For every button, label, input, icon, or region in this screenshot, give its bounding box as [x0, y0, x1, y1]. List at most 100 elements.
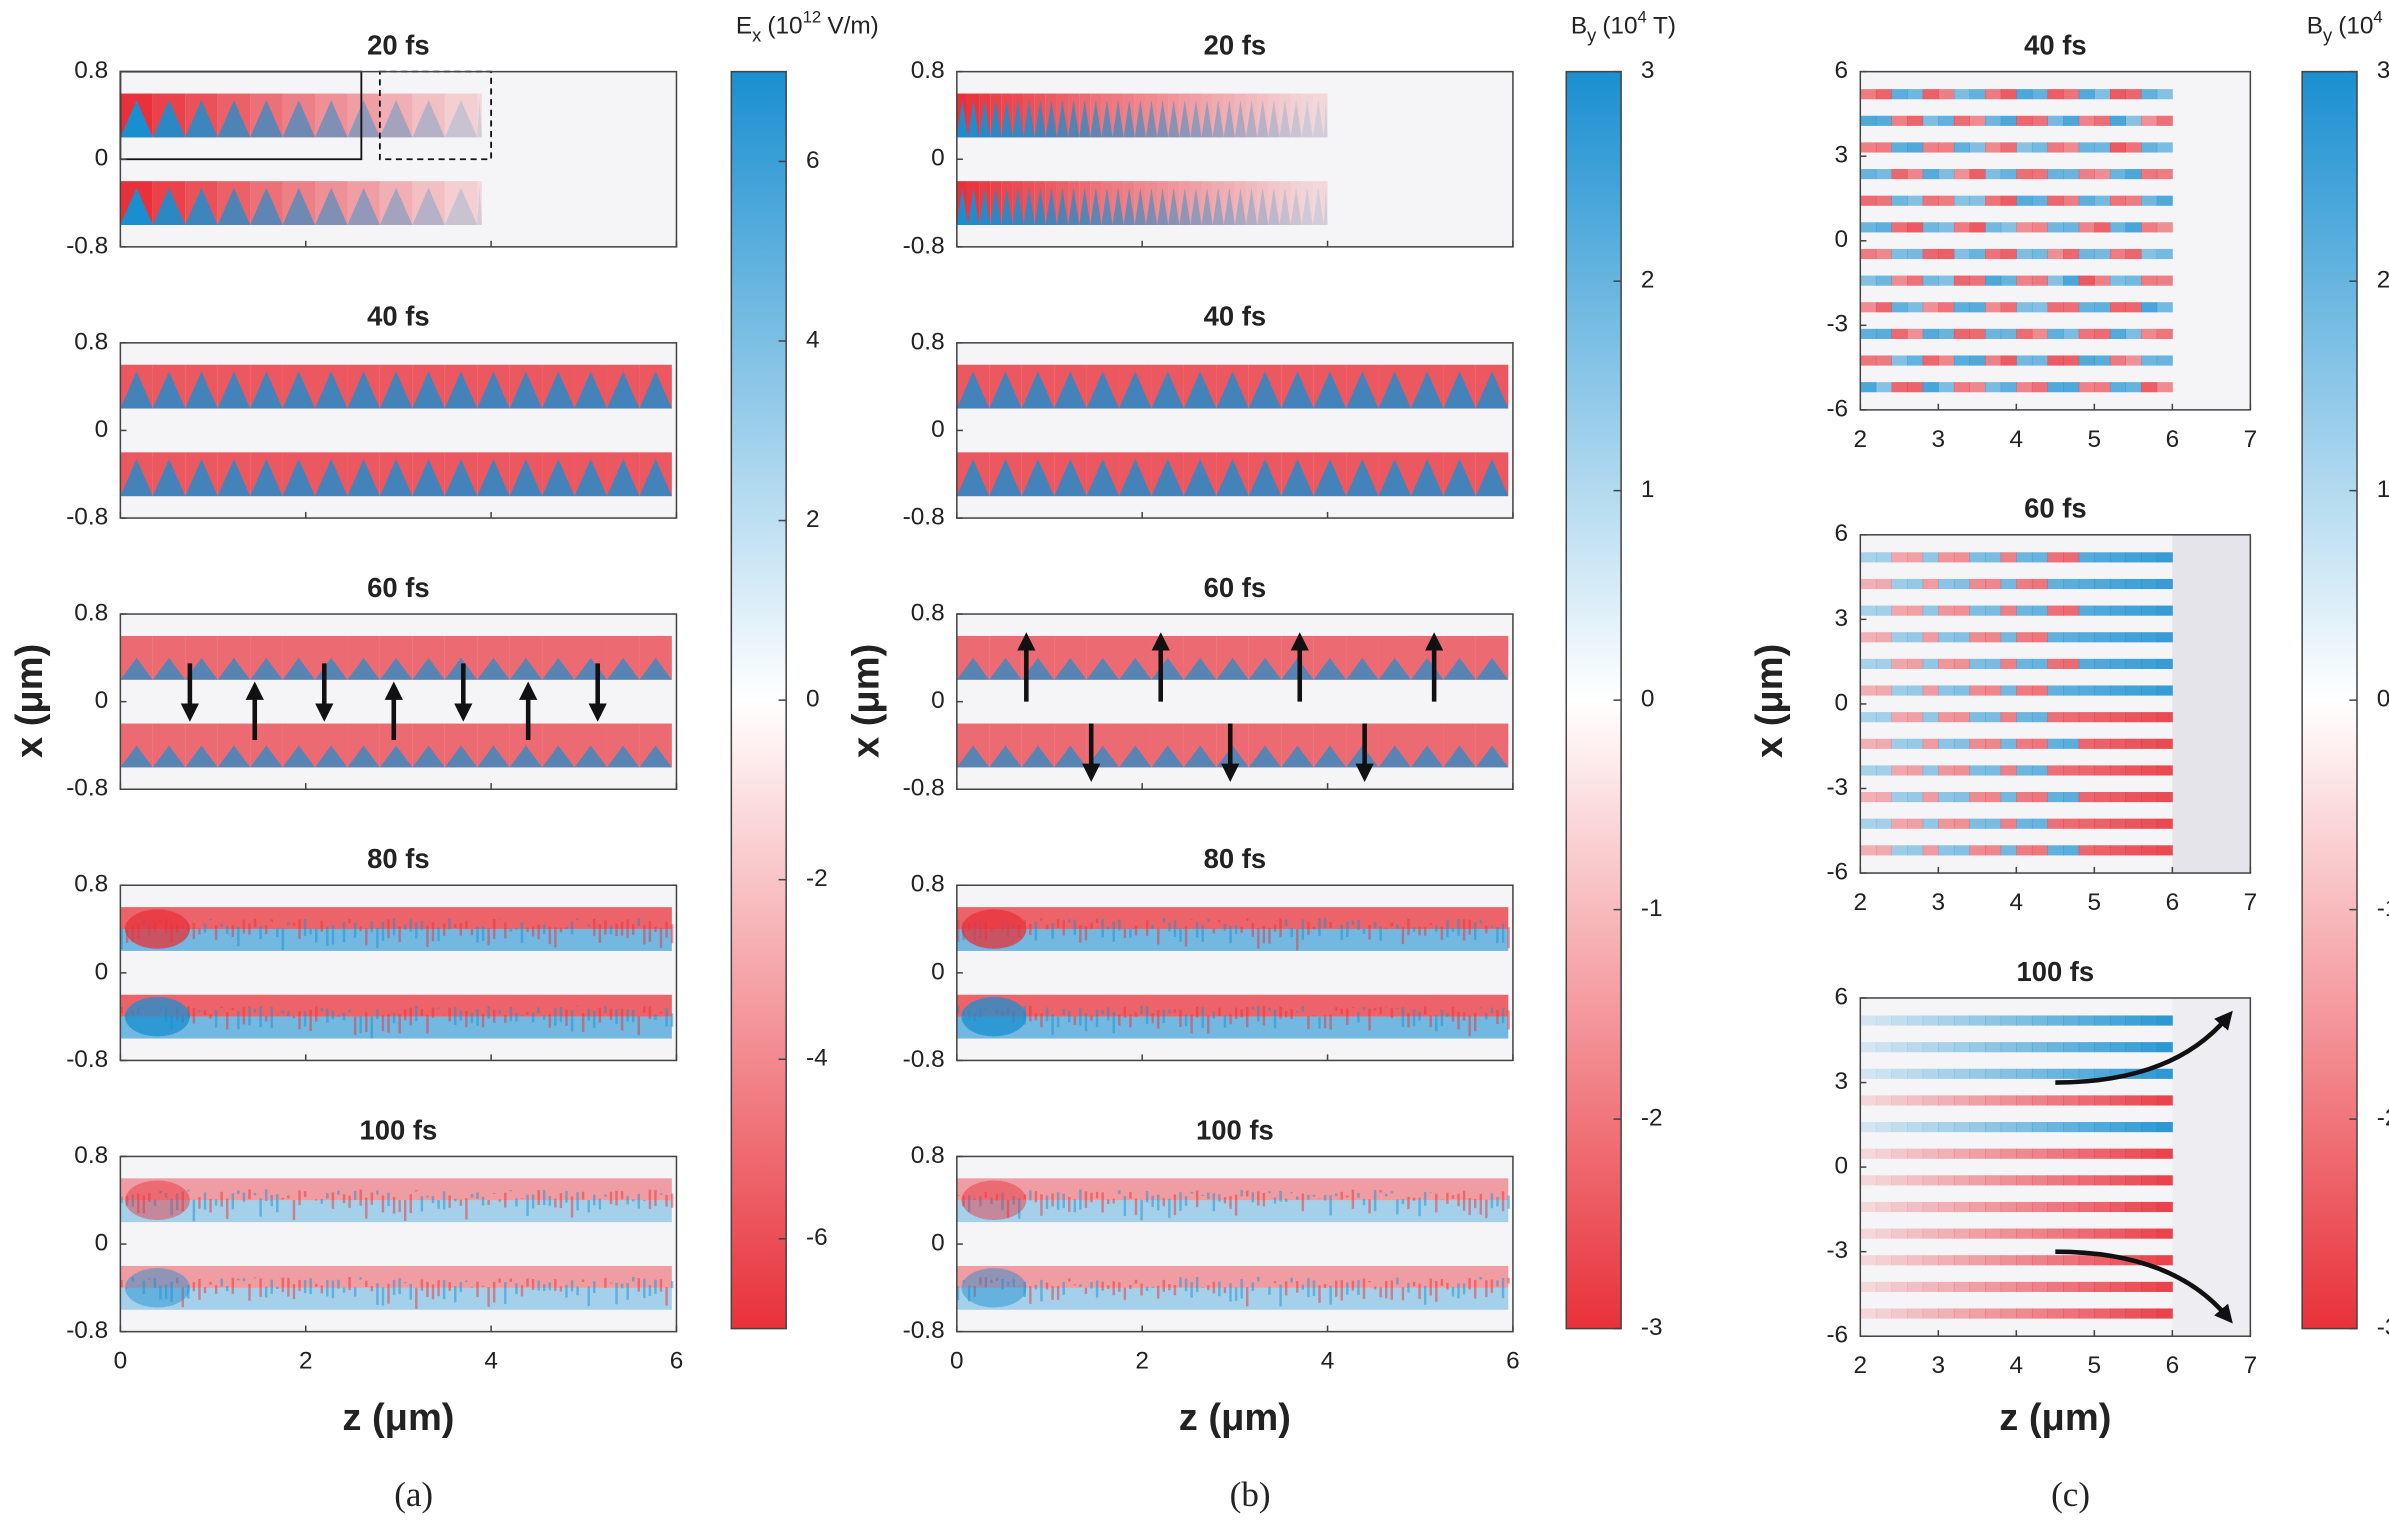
field-cell — [315, 187, 348, 225]
field-stripe — [2063, 248, 2080, 260]
field-stripe — [2000, 605, 2017, 616]
field-stripe — [2016, 685, 2033, 696]
x-tick-label: 2 — [1854, 889, 1868, 916]
field-stripe — [1922, 1015, 1939, 1026]
field-noise — [353, 1016, 357, 1035]
field-stripe — [2141, 792, 2158, 803]
field-stripe — [1953, 1095, 1970, 1106]
field-noise — [1084, 1013, 1088, 1032]
field-noise — [1479, 1276, 1483, 1280]
field-stripe — [2125, 552, 2142, 563]
field-noise — [1051, 1286, 1054, 1300]
field-stripe — [1953, 1228, 1970, 1239]
field-noise — [559, 1286, 563, 1292]
field-stripe — [1922, 1175, 1939, 1186]
field-noise — [315, 1006, 318, 1022]
field-stripe — [1922, 738, 1939, 749]
field-noise — [665, 1195, 668, 1207]
field-stripe — [1969, 195, 1986, 206]
field-stripe — [1953, 1175, 1970, 1186]
field-stripe — [2125, 712, 2142, 723]
field-stripe — [2156, 1122, 2173, 1133]
field-stripe — [1875, 1068, 1892, 1079]
x-tick-label: 0 — [950, 1348, 964, 1375]
field-noise — [620, 1283, 624, 1289]
field-noise — [1084, 1287, 1088, 1294]
field-noise — [587, 1286, 590, 1307]
field-cell — [250, 371, 283, 409]
field-blob — [961, 1268, 1027, 1308]
y-tick-label: 0 — [931, 416, 945, 443]
field-cell — [379, 371, 413, 409]
field-noise — [170, 1198, 173, 1216]
field-noise — [1229, 1014, 1232, 1025]
field-stripe — [1985, 115, 2002, 126]
field-stripe — [2047, 222, 2064, 233]
field-noise — [298, 919, 301, 939]
field-stripe — [1907, 1068, 1924, 1079]
field-noise — [581, 1191, 585, 1200]
panel-title: 60 fs — [367, 572, 429, 603]
field-noise — [1068, 1010, 1071, 1023]
field-stripe — [1938, 1255, 1955, 1266]
field-noise — [1385, 1280, 1388, 1299]
field-noise — [1390, 1008, 1394, 1019]
field-noise — [1440, 1279, 1444, 1286]
field-noise — [637, 1193, 640, 1209]
field-noise — [956, 1286, 960, 1301]
field-cell — [1023, 100, 1035, 138]
field-stripe — [1938, 1201, 1955, 1213]
field-stripe — [1969, 1201, 1986, 1213]
field-noise — [264, 1286, 268, 1298]
field-cell — [1248, 458, 1282, 497]
field-noise — [1157, 1285, 1160, 1299]
field-stripe — [2078, 552, 2095, 563]
field-stripe — [2156, 195, 2173, 206]
colorbar-title-part: 4 — [2373, 8, 2382, 27]
field-cell — [1245, 181, 1258, 225]
field-stripe — [2141, 818, 2158, 829]
field-map — [120, 1156, 677, 1332]
field-noise — [576, 1005, 579, 1007]
panel-title: 40 fs — [1204, 301, 1266, 332]
field-stripe — [2031, 328, 2048, 339]
field-noise — [1279, 1006, 1282, 1019]
field-stripe — [1922, 355, 1939, 366]
x-axis-label: z (μm) — [1179, 1397, 1291, 1439]
field-noise — [403, 1200, 407, 1221]
field-cell — [1443, 657, 1476, 680]
colorbar-title-part: y — [1587, 24, 1597, 45]
field-stripe — [2141, 1175, 2158, 1186]
field-noise — [381, 1195, 385, 1213]
field-stripe — [2109, 738, 2126, 749]
field-noise — [1090, 1282, 1093, 1289]
field-map — [120, 885, 677, 1061]
field-stripe — [2031, 355, 2048, 366]
field-stripe — [2078, 1308, 2095, 1319]
field-cell — [282, 371, 316, 409]
field-cell — [347, 371, 380, 409]
field-stripe — [2063, 1308, 2080, 1319]
colorbar-title-part: x — [752, 24, 761, 45]
field-noise — [142, 1195, 146, 1214]
field-stripe — [1860, 302, 1877, 313]
field-noise — [353, 922, 357, 938]
field-noise — [320, 1285, 324, 1294]
field-stripe — [1891, 712, 1908, 723]
field-stripe — [2063, 1122, 2080, 1133]
field-stripe — [2078, 1255, 2095, 1266]
field-noise — [1068, 1196, 1071, 1212]
field-stripe — [2141, 169, 2158, 180]
field-stripe — [1891, 552, 1908, 563]
field-cell — [1119, 371, 1152, 409]
field-noise — [659, 1193, 663, 1195]
field-noise — [1457, 1193, 1460, 1207]
field-noise — [1474, 922, 1477, 941]
field-noise — [548, 1196, 552, 1206]
field-cell — [1234, 187, 1246, 225]
field-stripe — [2125, 845, 2142, 856]
field-noise — [1017, 1198, 1021, 1219]
field-cell — [1279, 93, 1291, 138]
field-stripe — [1907, 328, 1924, 339]
field-noise — [376, 1283, 379, 1305]
